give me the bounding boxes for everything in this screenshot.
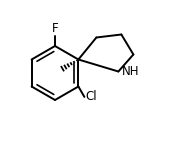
Text: NH: NH xyxy=(121,65,139,78)
Text: F: F xyxy=(52,22,58,35)
Text: Cl: Cl xyxy=(85,90,97,103)
